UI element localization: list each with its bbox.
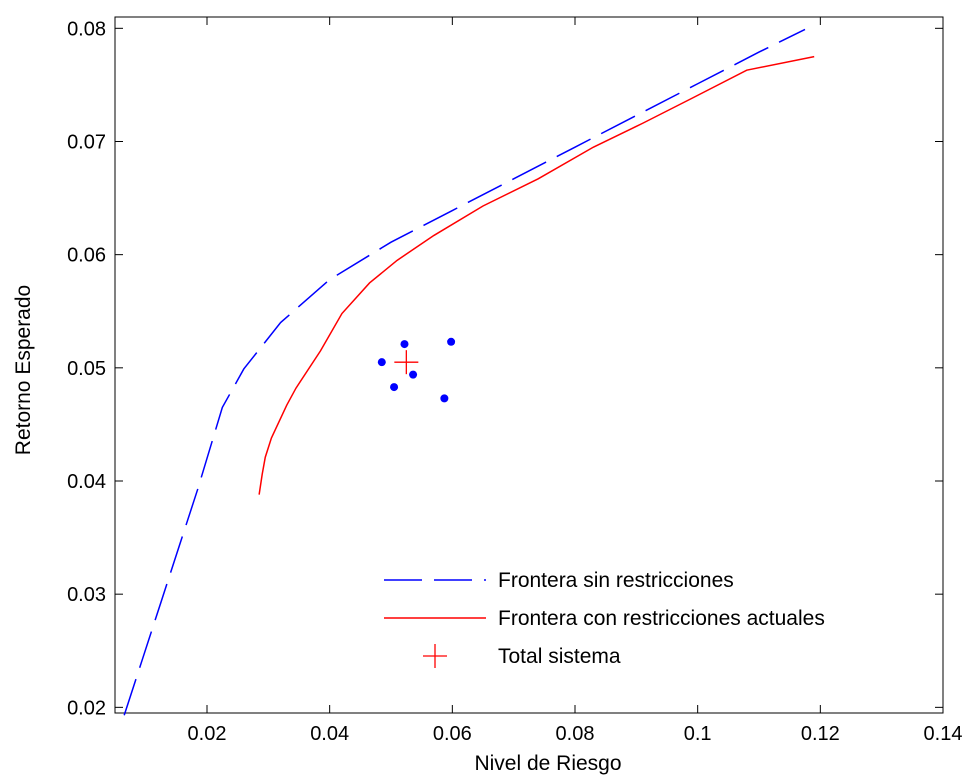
x-tick-label: 0.1 bbox=[684, 723, 712, 745]
y-axis-ticks: 0.02 0.03 0.04 0.05 0.06 0.07 0.08 bbox=[67, 18, 943, 719]
portfolio-point bbox=[377, 358, 386, 367]
y-tick-label: 0.03 bbox=[67, 584, 106, 606]
plot-box bbox=[114, 16, 944, 714]
legend-label: Total sistema bbox=[498, 645, 621, 668]
portfolio-point bbox=[409, 370, 418, 379]
y-tick-label: 0.06 bbox=[67, 245, 106, 267]
y-tick-label: 0.02 bbox=[67, 697, 106, 719]
series-layer bbox=[123, 28, 815, 716]
series-line-restricted bbox=[258, 55, 815, 495]
legend-item: Frontera con restricciones actuales bbox=[384, 607, 825, 630]
portfolio-point bbox=[447, 337, 456, 346]
x-axis-title: Nivel de Riesgo bbox=[474, 752, 621, 775]
x-tick-label: 0.08 bbox=[556, 723, 595, 745]
y-axis-title: Retorno Esperado bbox=[12, 285, 35, 455]
legend-label: Frontera sin restricciones bbox=[498, 569, 734, 592]
x-tick-label: 0.12 bbox=[801, 723, 840, 745]
legend-items: Frontera sin restricciones Frontera con r… bbox=[384, 569, 825, 668]
series-line-unrestricted bbox=[123, 28, 806, 716]
portfolio-point bbox=[440, 394, 449, 403]
legend-item: Total sistema bbox=[423, 644, 621, 668]
y-tick-label: 0.08 bbox=[67, 18, 106, 40]
y-tick-label: 0.05 bbox=[67, 358, 106, 380]
legend: Frontera sin restricciones Frontera con r… bbox=[370, 560, 930, 676]
x-tick-label: 0.04 bbox=[310, 723, 349, 745]
legend-item: Frontera sin restricciones bbox=[384, 569, 734, 592]
x-tick-label: 0.02 bbox=[188, 723, 227, 745]
x-tick-label: 0.06 bbox=[433, 723, 472, 745]
y-tick-label: 0.04 bbox=[67, 471, 106, 493]
legend-label: Frontera con restricciones actuales bbox=[498, 607, 825, 630]
portfolio-point bbox=[400, 340, 409, 349]
plot-frame bbox=[114, 16, 944, 714]
y-tick-label: 0.07 bbox=[67, 131, 106, 153]
x-tick-label: 0.14 bbox=[924, 723, 963, 745]
portfolio-point bbox=[390, 383, 399, 392]
total-system-marker bbox=[394, 350, 419, 375]
x-axis-ticks: 0.02 0.04 0.06 0.08 0.1 0.12 0.14 bbox=[188, 17, 963, 745]
